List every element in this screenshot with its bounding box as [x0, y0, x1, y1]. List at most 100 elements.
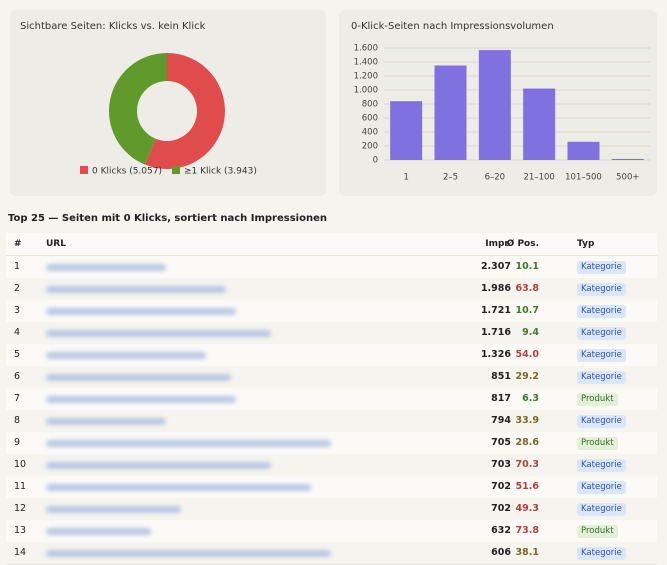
impr-cell: 705	[491, 437, 511, 448]
bar	[567, 141, 600, 160]
impr-cell: 817	[491, 393, 511, 404]
type-badge: Produkt	[577, 393, 618, 406]
url-cell-blurred	[46, 264, 166, 271]
pos-cell: 28.6	[515, 437, 539, 448]
legend-label: 0 Klicks (5.057)	[92, 167, 162, 177]
table-row: 1 2.307 10.1 Kategorie	[6, 256, 657, 279]
y-tick-label: 1.600	[354, 44, 378, 54]
header-cell: URL	[46, 239, 66, 249]
type-badge: Kategorie	[577, 547, 626, 560]
pos-cell: 51.6	[515, 481, 539, 492]
type-badge: Kategorie	[577, 503, 626, 516]
impr-cell: 606	[491, 547, 511, 558]
rank-cell: 9	[14, 437, 21, 448]
y-tick-label: 400	[362, 128, 378, 138]
rank-cell: 5	[14, 349, 21, 360]
x-tick-label: 500+	[616, 173, 639, 183]
pos-cell: 6.3	[522, 393, 539, 404]
y-tick-label: 800	[362, 100, 378, 110]
donut-title: Sichtbare Seiten: Klicks vs. kein Klick	[20, 21, 206, 32]
type-badge: Produkt	[577, 437, 618, 450]
table-row: 4 1.716 9.4 Kategorie	[6, 322, 657, 345]
impr-cell: 2.307	[480, 261, 511, 272]
x-tick-label: 2–5	[443, 173, 458, 183]
y-tick-label: 1.000	[354, 86, 378, 96]
rank-cell: 8	[14, 415, 21, 426]
header-cell: Impr.	[485, 239, 511, 249]
table-row: 8 794 33.9 Kategorie	[6, 410, 657, 433]
table-row: 5 1.326 54.0 Kategorie	[6, 344, 657, 367]
bar-title: 0-Klick-Seiten nach Impressionsvolumen	[351, 21, 554, 32]
y-tick-label: 1.200	[354, 72, 378, 82]
type-badge: Produkt	[577, 525, 618, 538]
table-row: 12 702 49.3 Kategorie	[6, 498, 657, 521]
impr-cell: 1.326	[480, 349, 511, 360]
impr-cell: 702	[491, 481, 511, 492]
url-cell-blurred	[46, 418, 166, 425]
url-cell-blurred	[46, 550, 331, 557]
type-badge: Kategorie	[577, 349, 626, 362]
rank-cell: 14	[14, 547, 27, 558]
url-cell-blurred	[46, 484, 311, 491]
rank-cell: 3	[14, 305, 21, 316]
pos-cell: 10.1	[515, 261, 539, 272]
legend-label: ≥1 Klick (3.943)	[184, 167, 257, 177]
url-cell-blurred	[46, 352, 206, 359]
charts: Sichtbare Seiten: Klicks vs. kein Klick …	[20, 21, 650, 183]
impr-cell: 851	[491, 371, 511, 382]
table-row: 11 702 51.6 Kategorie	[6, 476, 657, 499]
url-cell-blurred	[46, 330, 271, 337]
url-cell-blurred	[46, 286, 226, 293]
header-cell: Ø Pos.	[506, 239, 539, 249]
pos-cell: 63.8	[515, 283, 539, 294]
rank-cell: 4	[14, 327, 21, 338]
table-row: 3 1.721 10.7 Kategorie	[6, 300, 657, 323]
donut-slice	[108, 53, 167, 165]
pos-cell: 10.7	[515, 305, 539, 316]
y-tick-label: 1.400	[354, 58, 378, 68]
impr-cell: 702	[491, 503, 511, 514]
impr-cell: 794	[491, 415, 511, 426]
url-cell-blurred	[46, 440, 331, 447]
url-cell-blurred	[46, 528, 151, 535]
url-cell-blurred	[46, 308, 236, 315]
rank-cell: 10	[14, 459, 27, 470]
type-badge: Kategorie	[577, 415, 626, 428]
legend-swatch	[80, 166, 88, 174]
x-tick-label: 21–100	[524, 173, 555, 183]
url-cell-blurred	[46, 396, 236, 403]
table-row: 2 1.986 63.8 Kategorie	[6, 278, 657, 301]
table-row: 10 703 70.3 Kategorie	[6, 454, 657, 477]
x-tick-label: 101–500	[565, 173, 602, 183]
donut-slice	[145, 53, 226, 169]
pos-cell: 29.2	[515, 371, 539, 382]
rank-cell: 2	[14, 283, 21, 294]
table-row: 9 705 28.6 Produkt	[6, 432, 657, 455]
header-cell: Typ	[577, 239, 595, 249]
bar	[434, 65, 467, 160]
header-cell: #	[14, 239, 22, 249]
table-title: Top 25 — Seiten mit 0 Klicks, sortiert n…	[8, 213, 327, 224]
rank-cell: 11	[14, 481, 27, 492]
type-badge: Kategorie	[577, 459, 626, 472]
table-row: 7 817 6.3 Produkt	[6, 388, 657, 411]
legend-swatch	[172, 166, 180, 174]
table-header: # URL Impr. Ø Pos. Typ	[6, 233, 657, 256]
rank-cell: 13	[14, 525, 27, 536]
impr-cell: 632	[491, 525, 511, 536]
table-row: 13 632 73.8 Produkt	[6, 520, 657, 543]
type-badge: Kategorie	[577, 305, 626, 318]
pos-cell: 38.1	[515, 547, 539, 558]
bar	[390, 101, 423, 160]
x-tick-label: 1	[403, 173, 408, 183]
url-cell-blurred	[46, 374, 231, 381]
pos-cell: 9.4	[522, 327, 539, 338]
pos-cell: 54.0	[515, 349, 539, 360]
type-badge: Kategorie	[577, 481, 626, 494]
impr-cell: 703	[491, 459, 511, 470]
table-row: 6 851 29.2 Kategorie	[6, 366, 657, 389]
bar	[611, 158, 644, 160]
rank-cell: 7	[14, 393, 21, 404]
rank-cell: 1	[14, 261, 21, 272]
